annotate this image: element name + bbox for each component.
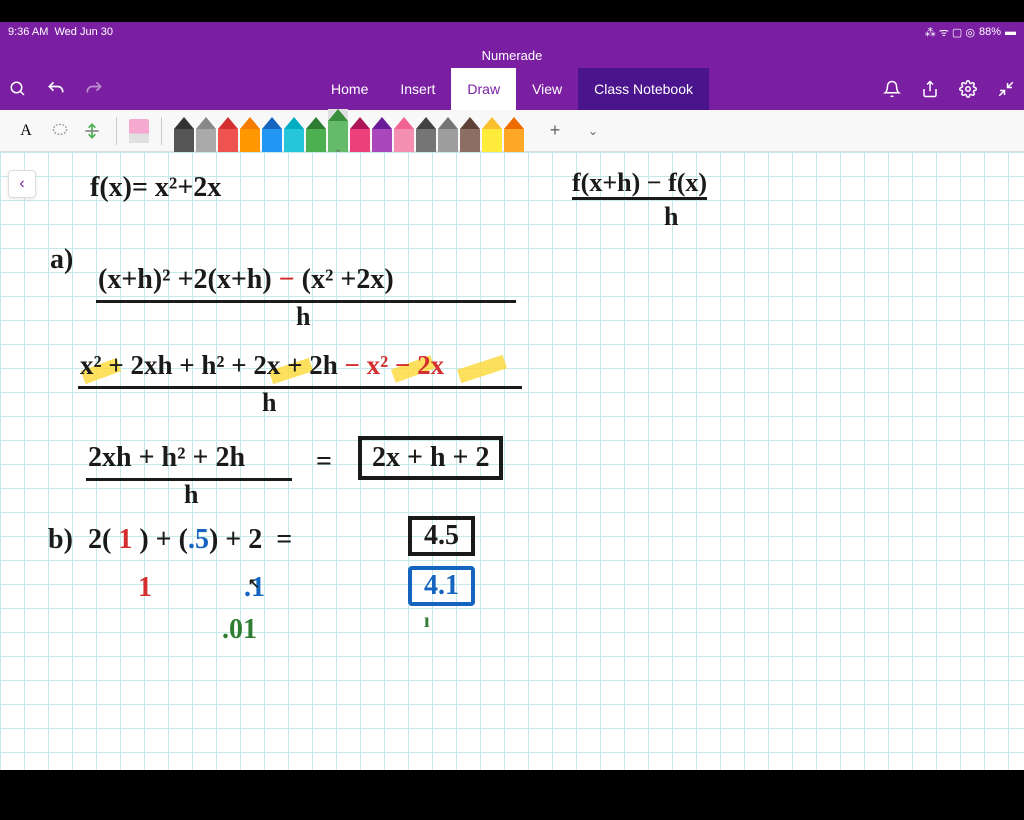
ink-a3-result: 2x + h + 2 bbox=[358, 436, 503, 480]
expand-toolbar-icon[interactable]: ⌄ bbox=[578, 124, 608, 138]
document-title: Numerade bbox=[0, 42, 1024, 68]
pen-tool-8[interactable] bbox=[350, 117, 370, 153]
status-time: 9:36 AM bbox=[8, 26, 48, 38]
onenote-app: 9:36 AM Wed Jun 30 ⁂ ᯤ ▢ ◎ 88% ▬ Numerad… bbox=[0, 22, 1024, 770]
ink-formula-denom: h bbox=[664, 202, 678, 232]
eraser-tool[interactable] bbox=[129, 119, 149, 143]
canvas: ‹ f(x)= x²+2x f(x+h) − f(x) h a) (x+h)² … bbox=[0, 152, 1024, 770]
ink-fx: f(x)= x²+2x bbox=[90, 172, 221, 204]
pen-tool-5[interactable] bbox=[284, 117, 304, 153]
draw-toolbar: A ⌄ + ⌄ bbox=[0, 110, 1024, 152]
pen-tool-13[interactable] bbox=[460, 117, 480, 153]
pen-tool-2[interactable] bbox=[218, 117, 238, 153]
pen-palette: ⌄ bbox=[174, 109, 524, 153]
pen-tool-0[interactable] bbox=[174, 117, 194, 153]
collapse-icon[interactable] bbox=[996, 79, 1016, 99]
pen-tool-7[interactable]: ⌄ bbox=[328, 109, 348, 153]
search-icon[interactable] bbox=[8, 79, 28, 99]
ink-b1-result: 4.5 bbox=[408, 516, 475, 556]
ink-a1-denom: h bbox=[296, 302, 310, 332]
pen-tool-9[interactable] bbox=[372, 117, 392, 153]
bell-icon[interactable] bbox=[882, 79, 902, 99]
pen-tool-12[interactable] bbox=[438, 117, 458, 153]
ink-fraction-bar bbox=[78, 386, 522, 389]
lasso-tool[interactable] bbox=[48, 119, 72, 143]
insert-space-tool[interactable] bbox=[80, 119, 104, 143]
battery-percent: 88% bbox=[979, 26, 1001, 38]
undo-icon[interactable] bbox=[46, 79, 66, 99]
gear-icon[interactable] bbox=[958, 79, 978, 99]
battery-icon: ▬ bbox=[1005, 26, 1016, 38]
ink-green-tick: ı bbox=[424, 610, 430, 633]
pen-tool-14[interactable] bbox=[482, 117, 502, 153]
tab-home[interactable]: Home bbox=[315, 68, 384, 110]
ink-b2-red: 1 bbox=[138, 572, 152, 604]
status-right: ⁂ ᯤ ▢ ◎ 88% ▬ bbox=[925, 25, 1016, 40]
tab-class-notebook[interactable]: Class Notebook bbox=[578, 68, 709, 110]
pen-tool-15[interactable] bbox=[504, 117, 524, 153]
tab-view[interactable]: View bbox=[516, 68, 578, 110]
ink-formula-num: f(x+h) − f(x) bbox=[572, 168, 707, 198]
pen-tool-3[interactable] bbox=[240, 117, 260, 153]
text-tool[interactable]: A bbox=[12, 122, 40, 140]
ink-equals: = bbox=[316, 446, 332, 478]
wifi-icon: ⁂ ᯤ ▢ ◎ bbox=[925, 25, 975, 40]
ink-a1: (x+h)² +2(x+h) − (x² +2x) bbox=[98, 264, 394, 296]
handwriting-layer[interactable]: f(x)= x²+2x f(x+h) − f(x) h a) (x+h)² +2… bbox=[0, 152, 1024, 770]
ink-a3-num: 2xh + h² + 2h bbox=[88, 442, 245, 474]
ink-b1: 2( 1 ) + (.5) + 2 = bbox=[88, 524, 292, 556]
ink-b2-result: 4.1 bbox=[408, 566, 475, 606]
status-date: Wed Jun 30 bbox=[54, 26, 113, 38]
tab-insert[interactable]: Insert bbox=[384, 68, 451, 110]
highlight bbox=[457, 355, 507, 383]
pen-tool-1[interactable] bbox=[196, 117, 216, 153]
ink-b-label: b) bbox=[48, 524, 73, 556]
tab-draw[interactable]: Draw bbox=[451, 68, 516, 110]
redo-icon[interactable] bbox=[84, 79, 104, 99]
ink-a2-denom: h bbox=[262, 388, 276, 418]
pen-tool-11[interactable] bbox=[416, 117, 436, 153]
ink-a-label: a) bbox=[50, 244, 73, 276]
ink-a2: x² + 2xh + h² + 2x + 2h − x² − 2x bbox=[80, 350, 444, 381]
ribbon-tabs: Home Insert Draw View Class Notebook bbox=[0, 68, 1024, 110]
share-icon[interactable] bbox=[920, 79, 940, 99]
ink-a3-denom: h bbox=[184, 480, 198, 510]
pen-tool-6[interactable] bbox=[306, 117, 326, 153]
cursor-icon: ↖ bbox=[248, 576, 260, 593]
ink-b3-green: .01 bbox=[222, 614, 257, 646]
ios-statusbar: 9:36 AM Wed Jun 30 ⁂ ᯤ ▢ ◎ 88% ▬ bbox=[0, 22, 1024, 42]
pen-tool-4[interactable] bbox=[262, 117, 282, 153]
add-pen-button[interactable]: + bbox=[540, 120, 570, 141]
pen-tool-10[interactable] bbox=[394, 117, 414, 153]
